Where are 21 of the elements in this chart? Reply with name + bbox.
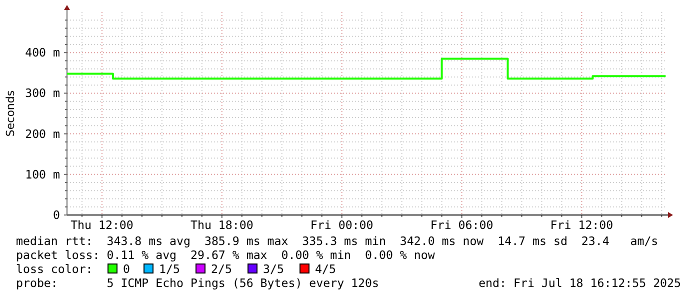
text: end: Fri Jul 18 16:12:55 2025 <box>478 276 682 290</box>
legend-label: 2/5 <box>211 262 232 276</box>
legend-title: loss color: <box>16 262 93 276</box>
y-tick-label: 300 m <box>25 86 60 100</box>
x-tick-label: Thu 12:00 <box>70 218 134 232</box>
legend-label: 4/5 <box>315 262 336 276</box>
y-tick-label: 200 m <box>25 126 60 141</box>
x-tick-label: Fri 00:00 <box>310 218 374 232</box>
text: packet loss: 0.11 % avg 29.67 % max 0.00 % min 0.00 % now <box>16 248 435 262</box>
y-axis-title: Seconds <box>4 90 17 137</box>
x-tick-label: Fri 06:00 <box>430 218 494 232</box>
y-tick-label: 400 m <box>25 46 60 60</box>
legend-label: 3/5 <box>263 262 284 276</box>
y-tick-label: 100 m <box>25 167 60 182</box>
x-tick-label: Thu 18:00 <box>190 218 254 232</box>
legend-label: 0 <box>123 262 130 276</box>
legend-label: 1/5 <box>159 262 180 276</box>
text: probe: 5 ICMP Echo Pings (56 Bytes) every 120s <box>16 276 379 290</box>
text: median rtt: 343.8 ms avg 385.9 ms max 335.3 ms min 342.0 ms now 14.7 ms sd 23.4 am/s <box>16 234 658 248</box>
x-tick-label: Fri 12:00 <box>550 218 614 232</box>
y-tick-label: 0 <box>53 208 60 222</box>
